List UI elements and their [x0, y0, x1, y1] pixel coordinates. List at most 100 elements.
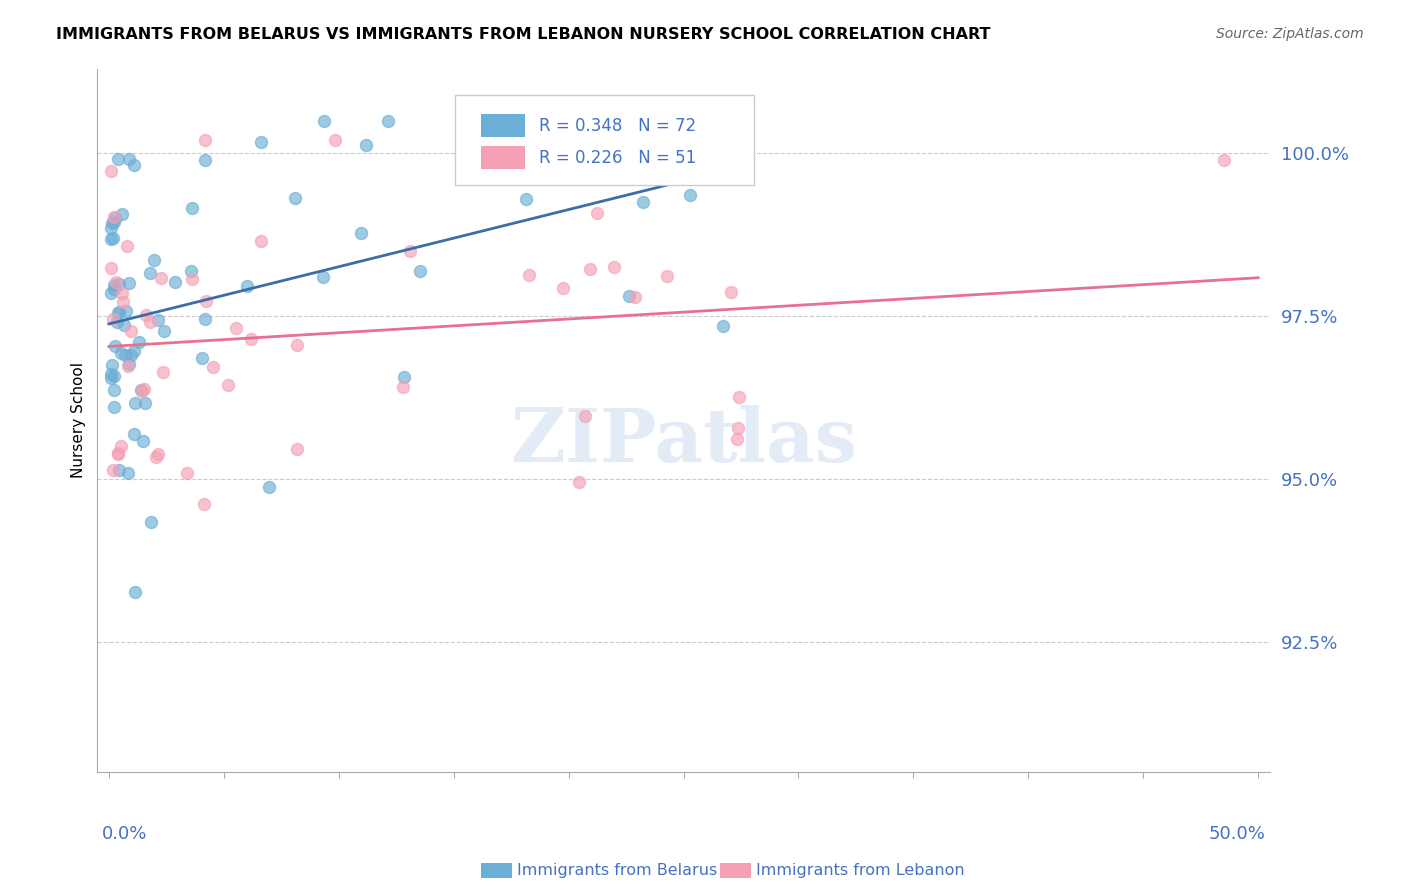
Point: [287, 338, 309, 352]
Point: [392, 380, 415, 394]
Point: [195, 294, 218, 309]
Point: [603, 136, 626, 151]
Point: [217, 378, 239, 392]
Text: 50.0%: 50.0%: [1208, 824, 1265, 843]
Point: [107, 447, 129, 461]
Point: [727, 421, 749, 435]
Point: [486, 147, 509, 161]
Point: [139, 315, 162, 329]
Text: IMMIGRANTS FROM BELARUS VS IMMIGRANTS FROM LEBANON NURSERY SCHOOL CORRELATION CH: IMMIGRANTS FROM BELARUS VS IMMIGRANTS FR…: [56, 27, 991, 42]
Point: [568, 475, 591, 489]
Text: 0.0%: 0.0%: [103, 824, 148, 843]
Point: [725, 432, 748, 446]
Point: [111, 295, 134, 310]
Point: [104, 339, 127, 353]
Point: [108, 463, 131, 477]
Point: [108, 305, 131, 319]
Point: [111, 207, 134, 221]
Point: [122, 157, 145, 171]
Point: [129, 383, 152, 397]
Text: R = 0.226   N = 51: R = 0.226 N = 51: [540, 149, 696, 167]
Point: [100, 367, 122, 381]
Point: [107, 306, 129, 320]
Point: [152, 365, 174, 379]
Text: ZIPatlas: ZIPatlas: [510, 405, 858, 478]
Point: [132, 434, 155, 449]
Point: [603, 260, 626, 275]
Point: [194, 153, 217, 168]
Point: [350, 227, 373, 241]
Point: [101, 231, 124, 245]
Point: [104, 275, 127, 289]
Point: [665, 165, 688, 179]
Point: [110, 286, 132, 301]
Point: [110, 439, 132, 453]
Point: [194, 311, 217, 326]
Point: [392, 369, 415, 384]
Point: [579, 262, 602, 277]
Point: [105, 315, 128, 329]
Point: [100, 164, 122, 178]
Point: [117, 466, 139, 480]
Point: [103, 368, 125, 383]
Point: [553, 281, 575, 295]
Text: Immigrants from Lebanon: Immigrants from Lebanon: [756, 863, 965, 878]
Point: [107, 446, 129, 460]
Point: [619, 289, 641, 303]
Point: [679, 188, 702, 202]
Point: [688, 113, 710, 128]
Point: [103, 214, 125, 228]
Point: [124, 584, 146, 599]
Point: [103, 384, 125, 398]
Point: [574, 409, 596, 423]
Point: [180, 264, 202, 278]
Point: [728, 390, 751, 404]
Point: [141, 515, 163, 529]
Point: [118, 357, 141, 371]
Point: [240, 332, 263, 346]
Point: [180, 201, 202, 215]
Point: [117, 359, 139, 373]
Text: Immigrants from Belarus: Immigrants from Belarus: [517, 863, 717, 878]
Point: [202, 359, 225, 374]
Point: [107, 152, 129, 166]
Point: [120, 324, 142, 338]
Point: [515, 192, 537, 206]
Point: [354, 137, 377, 152]
Point: [103, 278, 125, 293]
Point: [631, 194, 654, 209]
Point: [143, 253, 166, 268]
Point: [122, 426, 145, 441]
Point: [104, 211, 127, 226]
Point: [100, 221, 122, 235]
Point: [720, 285, 742, 299]
Point: [250, 235, 273, 249]
Point: [103, 282, 125, 296]
Point: [1212, 153, 1234, 167]
Point: [110, 345, 132, 359]
Point: [323, 133, 346, 147]
Point: [120, 348, 142, 362]
Point: [100, 232, 122, 246]
Y-axis label: Nursery School: Nursery School: [72, 362, 86, 478]
Point: [235, 278, 257, 293]
Point: [114, 318, 136, 332]
Point: [153, 324, 176, 338]
Point: [103, 312, 125, 326]
Point: [409, 264, 432, 278]
Point: [103, 210, 125, 224]
Point: [118, 153, 141, 167]
Point: [108, 277, 131, 292]
Text: Source: ZipAtlas.com: Source: ZipAtlas.com: [1216, 27, 1364, 41]
Point: [100, 261, 122, 276]
Point: [711, 318, 734, 333]
FancyBboxPatch shape: [456, 95, 754, 185]
Point: [194, 133, 217, 147]
Point: [134, 396, 156, 410]
Point: [145, 450, 167, 465]
Point: [623, 289, 645, 303]
Point: [103, 463, 125, 477]
Point: [148, 447, 170, 461]
Point: [165, 275, 187, 289]
Point: [128, 334, 150, 349]
